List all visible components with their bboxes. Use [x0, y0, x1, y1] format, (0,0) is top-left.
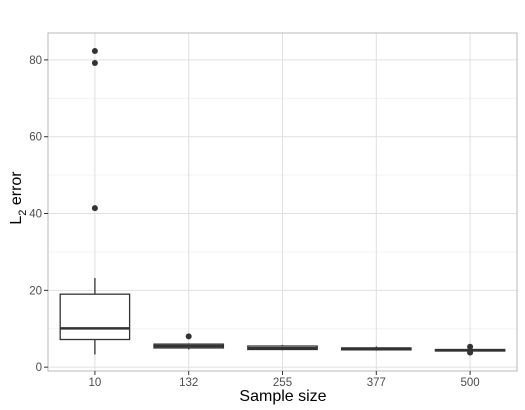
x-tick-label: 255	[273, 377, 292, 389]
x-tick-label: 500	[461, 377, 480, 389]
outlier-point	[91, 205, 98, 212]
x-tick-label: 10	[89, 377, 102, 389]
box-iqr	[59, 293, 131, 341]
x-tick-label: 132	[179, 377, 198, 389]
box-132	[153, 333, 225, 350]
box-series	[59, 48, 506, 356]
y-tick-label: 40	[29, 209, 42, 221]
box-10	[59, 48, 131, 355]
y-axis-title-rest: error	[8, 171, 25, 210]
major-grid	[48, 33, 517, 371]
y-tick-label: 60	[29, 132, 42, 144]
box-377	[340, 346, 412, 351]
outlier-point	[91, 48, 98, 55]
y-tick-label: 20	[29, 285, 42, 297]
outlier-point	[467, 343, 474, 350]
outlier-point	[91, 59, 98, 66]
y-axis-title: L2 error	[8, 171, 29, 225]
y-tick-label: 80	[29, 55, 42, 67]
box-255	[247, 344, 318, 351]
box-500	[434, 343, 506, 356]
outlier-point	[467, 349, 474, 356]
x-axis: 10 132 255 377 500	[89, 371, 480, 389]
outlier-point	[185, 333, 192, 340]
y-axis: 0 20 40 60 80	[29, 55, 48, 374]
y-tick-label: 0	[36, 362, 42, 374]
x-axis-title: Sample size	[239, 388, 326, 405]
x-tick-label: 377	[367, 377, 386, 389]
y-axis-title-subscript: 2	[17, 210, 29, 216]
y-axis-title-main: L	[8, 216, 25, 225]
